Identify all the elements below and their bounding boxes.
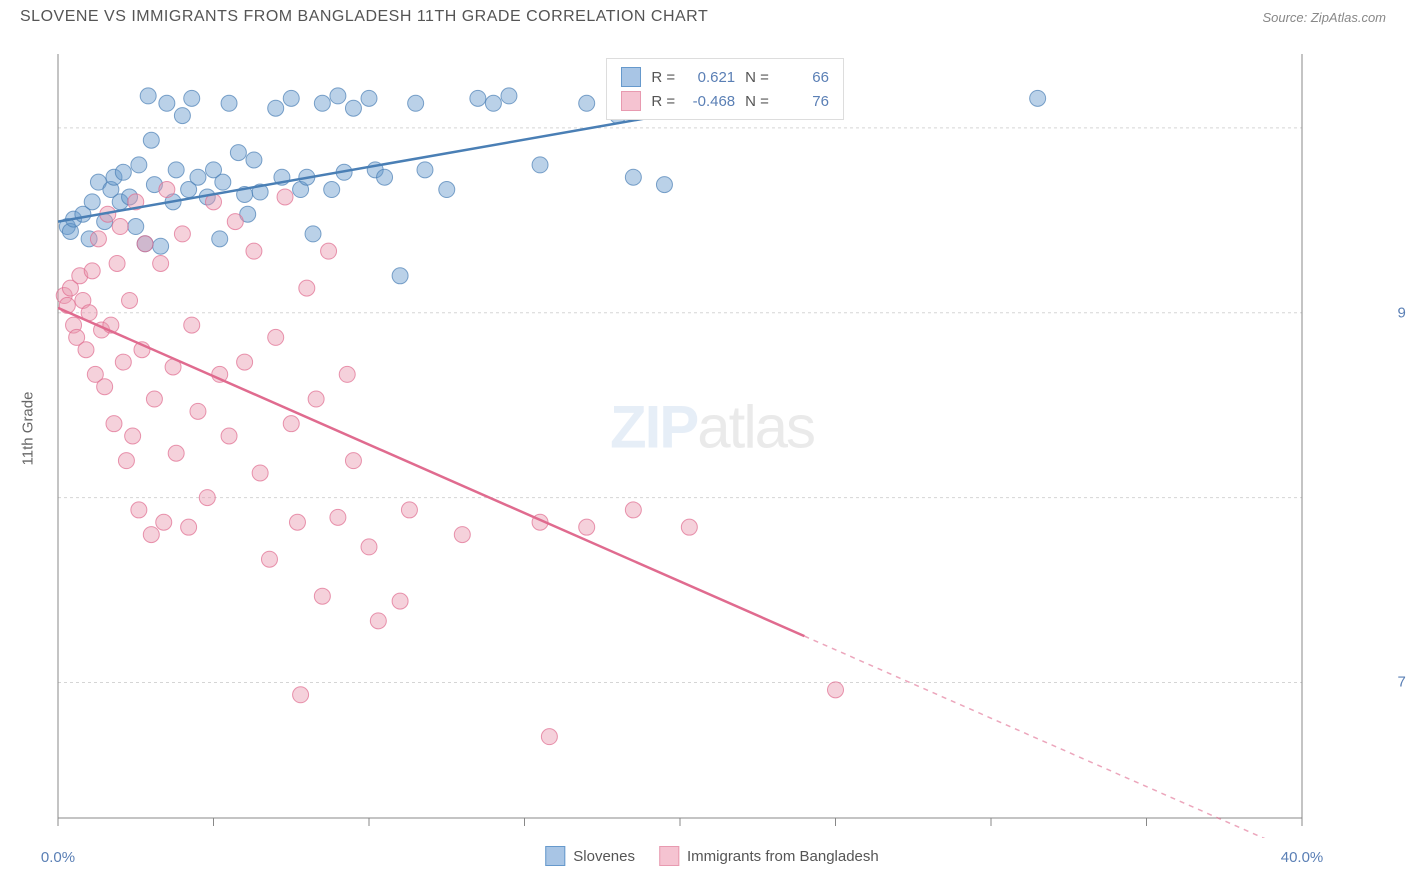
y-axis-label: 11th Grade	[20, 392, 37, 466]
stats-row-slovenes: R = 0.621 N = 66	[621, 65, 829, 89]
chart-title: SLOVENE VS IMMIGRANTS FROM BANGLADESH 11…	[20, 8, 708, 26]
r-label: R =	[651, 69, 675, 86]
stats-swatch-blue	[621, 67, 641, 87]
legend-swatch-pink	[659, 846, 679, 866]
n-value: 66	[779, 69, 829, 86]
r-value: -0.468	[685, 93, 735, 110]
legend-label: Immigrants from Bangladesh	[687, 848, 879, 865]
legend-label: Slovenes	[573, 848, 635, 865]
y-tick-label: 92.5%	[1397, 304, 1406, 321]
x-tick-label: 0.0%	[41, 849, 75, 866]
n-label: N =	[745, 93, 769, 110]
legend-item-slovenes: Slovenes	[545, 846, 635, 866]
r-value: 0.621	[685, 69, 735, 86]
legend-swatch-blue	[545, 846, 565, 866]
n-value: 76	[779, 93, 829, 110]
bottom-legend: Slovenes Immigrants from Bangladesh	[545, 846, 878, 866]
source-attribution: Source: ZipAtlas.com	[1262, 10, 1386, 25]
stats-row-bangladesh: R = -0.468 N = 76	[621, 89, 829, 113]
chart-plot-area: ZIPatlas R = 0.621 N = 66 R = -0.468 N =…	[52, 48, 1372, 838]
stats-swatch-pink	[621, 91, 641, 111]
x-tick-label: 40.0%	[1281, 849, 1324, 866]
n-label: N =	[745, 69, 769, 86]
scatter-plot-svg	[52, 48, 1372, 838]
r-label: R =	[651, 93, 675, 110]
correlation-stats-box: R = 0.621 N = 66 R = -0.468 N = 76	[606, 58, 844, 120]
legend-item-bangladesh: Immigrants from Bangladesh	[659, 846, 879, 866]
y-tick-label: 77.5%	[1397, 674, 1406, 691]
